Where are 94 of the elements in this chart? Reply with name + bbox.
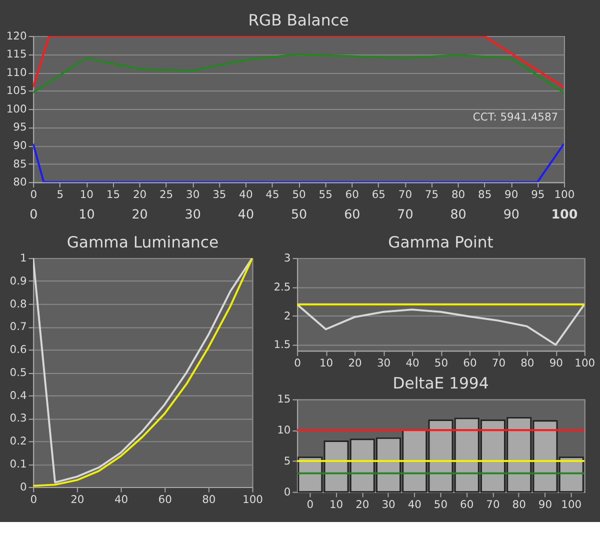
x2-tick-label: 0 bbox=[30, 206, 38, 222]
x-tick-label: 50 bbox=[434, 356, 448, 370]
x-tick-label: 30 bbox=[376, 356, 391, 370]
y-tick-label: 15 bbox=[277, 392, 291, 406]
x-tick-label: 30 bbox=[382, 498, 396, 511]
x-tick-label: 95 bbox=[531, 188, 545, 202]
y-tick-label: 1.5 bbox=[274, 338, 291, 352]
line-series bbox=[33, 53, 564, 94]
x2-tick-label: 20 bbox=[132, 206, 148, 222]
x-tick-label: 80 bbox=[512, 498, 526, 511]
x-tick-label: 10 bbox=[319, 356, 334, 370]
x-tick-label: 100 bbox=[554, 188, 575, 202]
y-tick-label: 0.8 bbox=[10, 297, 27, 310]
x-tick-label: 40 bbox=[239, 188, 253, 202]
y-tick-label: 0.5 bbox=[10, 366, 27, 379]
annotation: CCT: 5941.4587 bbox=[472, 110, 558, 124]
y-tick-label: 1 bbox=[20, 251, 27, 264]
y-tick-label: 10 bbox=[277, 424, 291, 437]
x-tick-label: 50 bbox=[434, 498, 448, 511]
y-tick-label: 0.3 bbox=[10, 412, 27, 425]
x-tick-label: 45 bbox=[266, 188, 280, 202]
x-tick-label: 20 bbox=[356, 498, 370, 511]
y-tick-label: 120 bbox=[6, 29, 27, 42]
x-tick-label: 50 bbox=[292, 188, 306, 202]
x-tick-label: 60 bbox=[158, 493, 172, 506]
chart-title: RGB Balance bbox=[248, 11, 349, 30]
y-tick-label: 80 bbox=[13, 176, 27, 189]
x2-tick-label: 10 bbox=[78, 206, 95, 222]
y-tick-label: 105 bbox=[6, 84, 27, 98]
x2-tick-label: 60 bbox=[344, 206, 360, 222]
x-tick-label: 60 bbox=[460, 498, 474, 511]
x-tick-label: 20 bbox=[348, 356, 362, 370]
x-tick-label: 100 bbox=[561, 498, 582, 511]
x2-tick-label: 30 bbox=[184, 206, 201, 222]
chart-title: Gamma Point bbox=[388, 233, 494, 252]
y-tick-label: 0.6 bbox=[10, 343, 27, 356]
x-tick-label: 80 bbox=[520, 356, 534, 370]
x-tick-label: 75 bbox=[424, 188, 439, 202]
y-tick-label: 2 bbox=[284, 309, 291, 322]
y-tick-label: 0.9 bbox=[10, 274, 27, 288]
x-tick-label: 80 bbox=[451, 188, 466, 202]
x-tick-label: 40 bbox=[408, 498, 422, 511]
y-tick-label: 0.2 bbox=[10, 434, 27, 448]
y-tick-label: 0.4 bbox=[10, 388, 27, 402]
x-tick-label: 70 bbox=[398, 188, 412, 202]
x-tick-label: 10 bbox=[329, 498, 344, 511]
x-tick-label: 40 bbox=[406, 356, 420, 370]
x2-tick-label: 50 bbox=[290, 206, 308, 222]
x-tick-label: 100 bbox=[574, 356, 596, 370]
x2-tick-label: 100 bbox=[551, 206, 578, 222]
y-tick-label: 0 bbox=[20, 480, 27, 494]
chart-title: Gamma Luminance bbox=[66, 233, 219, 252]
x2-tick-label: 40 bbox=[238, 206, 254, 222]
x2-tick-label: 90 bbox=[503, 206, 520, 222]
x-tick-label: 0 bbox=[30, 493, 38, 506]
y-tick-label: 5 bbox=[284, 454, 291, 468]
x2-tick-label: 80 bbox=[450, 206, 466, 222]
x-tick-label: 90 bbox=[549, 356, 564, 370]
x-tick-label: 85 bbox=[478, 188, 492, 202]
y-tick-label: 100 bbox=[6, 102, 27, 116]
x-tick-label: 60 bbox=[345, 188, 360, 202]
x-tick-label: 0 bbox=[306, 498, 314, 511]
x-tick-label: 0 bbox=[30, 188, 38, 202]
y-tick-label: 0.7 bbox=[10, 320, 27, 334]
x-tick-label: 15 bbox=[106, 188, 120, 202]
y-tick-label: 115 bbox=[6, 48, 27, 61]
x-tick-label: 70 bbox=[486, 498, 500, 511]
x-tick-label: 100 bbox=[242, 493, 264, 506]
chart-title: DeltaE 1994 bbox=[392, 374, 489, 393]
x-tick-label: 90 bbox=[538, 498, 552, 511]
y-tick-label: 0.1 bbox=[10, 457, 27, 470]
x-tick-label: 20 bbox=[132, 188, 147, 202]
y-tick-label: 95 bbox=[13, 120, 27, 134]
x-tick-label: 20 bbox=[70, 493, 84, 506]
x-tick-label: 40 bbox=[114, 493, 128, 506]
x-tick-label: 0 bbox=[294, 356, 302, 370]
x-tick-label: 80 bbox=[202, 493, 216, 506]
x-tick-label: 65 bbox=[372, 188, 386, 202]
x-tick-label: 10 bbox=[80, 188, 94, 202]
x2-tick-label: 70 bbox=[397, 206, 414, 222]
line-series bbox=[297, 303, 584, 346]
y-tick-label: 90 bbox=[13, 138, 27, 152]
x-tick-label: 35 bbox=[212, 188, 226, 202]
y-tick-label: 3 bbox=[284, 251, 291, 264]
y-tick-label: 85 bbox=[13, 157, 27, 170]
x-tick-label: 60 bbox=[463, 356, 477, 370]
y-tick-label: 2.5 bbox=[274, 280, 291, 294]
y-tick-label: 110 bbox=[6, 66, 27, 79]
x-tick-label: 5 bbox=[56, 188, 64, 202]
x-tick-label: 30 bbox=[186, 188, 200, 202]
x-tick-label: 90 bbox=[504, 188, 518, 202]
x-tick-label: 55 bbox=[318, 188, 332, 202]
x-tick-label: 25 bbox=[160, 188, 174, 202]
x-tick-label: 70 bbox=[492, 356, 506, 370]
